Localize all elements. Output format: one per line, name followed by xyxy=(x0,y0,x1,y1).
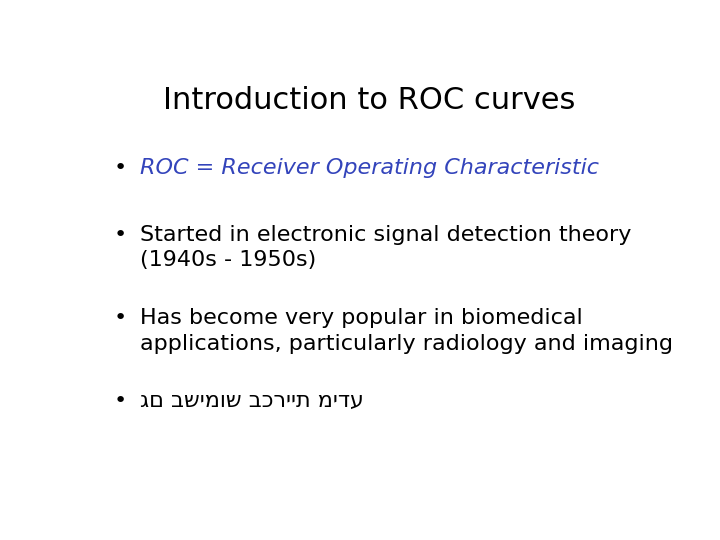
Text: •: • xyxy=(114,158,127,178)
Text: •: • xyxy=(114,225,127,245)
Text: ROC = Receiver Operating Characteristic: ROC = Receiver Operating Characteristic xyxy=(140,158,599,178)
Text: Started in electronic signal detection theory
(1940s - 1950s): Started in electronic signal detection t… xyxy=(140,225,631,271)
Text: •: • xyxy=(114,391,127,411)
Text: Introduction to ROC curves: Introduction to ROC curves xyxy=(163,85,575,114)
Text: Has become very popular in biomedical
applications, particularly radiology and i: Has become very popular in biomedical ap… xyxy=(140,308,673,354)
Text: גם בשימוש בכריית מידע: גם בשימוש בכריית מידע xyxy=(140,391,364,411)
Text: •: • xyxy=(114,308,127,328)
